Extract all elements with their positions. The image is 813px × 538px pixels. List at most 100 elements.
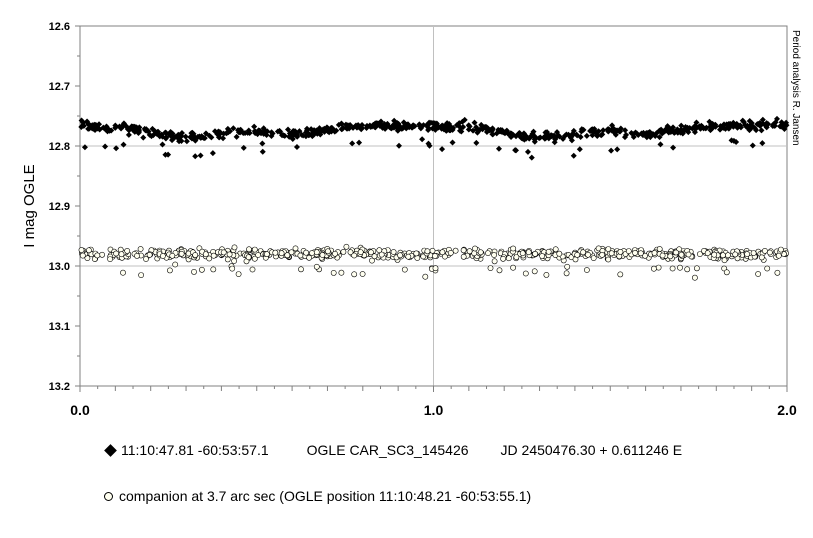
main-point [759, 116, 766, 123]
companion-point [278, 250, 285, 257]
companion-point [539, 253, 545, 259]
companion-point [347, 249, 354, 256]
main-point [183, 138, 190, 145]
companion-point [466, 248, 473, 255]
main-point [643, 130, 650, 137]
legend-entry-companion: companion at 3.7 arc sec (OGLE position … [104, 487, 531, 504]
main-point [172, 133, 179, 140]
main-point [353, 124, 360, 131]
companion-point [94, 252, 101, 259]
main-point [384, 120, 391, 127]
companion-point [669, 265, 676, 272]
companion-point [723, 269, 730, 276]
companion-point [137, 246, 144, 252]
companion-point [574, 251, 581, 258]
main-point [131, 123, 138, 130]
legend-companion: companion at 3.7 arc sec (OGLE position … [119, 488, 532, 505]
main-point [162, 135, 169, 142]
main-point [516, 132, 523, 139]
x-tick-label: 2.0 [777, 402, 797, 418]
main-point [224, 125, 231, 132]
main-point [635, 132, 642, 139]
main-point [260, 125, 267, 132]
companion-point [500, 255, 506, 262]
companion-point [766, 249, 773, 256]
companion-point [245, 254, 252, 261]
companion-point [667, 253, 674, 260]
companion-point [625, 248, 632, 254]
main-point [712, 123, 719, 130]
companion-point [343, 243, 350, 250]
companion-point [477, 249, 484, 256]
main-point [382, 125, 389, 132]
open-circle-marker-icon [104, 491, 113, 501]
companion-point [235, 271, 242, 277]
main-point [416, 123, 423, 130]
companion-point [78, 247, 85, 253]
series-main [78, 115, 790, 161]
main-point [670, 144, 677, 151]
companion-point [678, 251, 685, 258]
companion-point [452, 247, 459, 254]
companion-point [120, 269, 126, 276]
companion-point [585, 251, 591, 258]
companion-point [229, 265, 236, 272]
main-point [106, 127, 113, 134]
companion-point [210, 266, 217, 273]
main-point [439, 146, 446, 153]
companion-point [357, 249, 364, 255]
main-point [512, 147, 519, 154]
main-point [264, 128, 271, 135]
main-point [394, 119, 401, 126]
main-point [206, 132, 213, 139]
main-point [568, 137, 575, 144]
main-point [120, 141, 127, 148]
companion-point [472, 245, 478, 252]
companion-point [545, 248, 552, 255]
main-point [251, 123, 258, 130]
companion-point [673, 249, 679, 256]
main-point [102, 143, 109, 150]
companion-point [424, 248, 431, 255]
main-point [140, 134, 147, 141]
companion-point [390, 249, 397, 255]
companion-point [510, 264, 516, 271]
main-point [717, 126, 724, 133]
main-point [389, 122, 396, 129]
companion-point [513, 254, 520, 260]
main-point [146, 131, 153, 138]
companion-point [206, 255, 213, 262]
companion-point [487, 265, 494, 271]
companion-point [246, 246, 252, 253]
companion-point [134, 252, 140, 259]
main-point [693, 119, 700, 126]
companion-point [439, 249, 446, 256]
main-point [630, 133, 637, 140]
companion-point [655, 264, 662, 271]
main-point [198, 133, 205, 140]
companion-point [637, 250, 644, 257]
companion-point [79, 252, 86, 259]
companion-point [332, 250, 338, 257]
main-point [578, 128, 585, 135]
main-point [746, 127, 753, 134]
companion-point [704, 250, 711, 256]
main-point [125, 131, 132, 138]
companion-point [202, 251, 209, 258]
main-point [162, 151, 169, 158]
main-point [189, 134, 196, 141]
main-point [410, 123, 417, 130]
companion-point [651, 250, 658, 256]
main-point [471, 119, 478, 126]
companion-point [460, 253, 467, 260]
companion-point [563, 270, 570, 277]
y-tick-label: 13.0 [49, 261, 70, 273]
companion-point [617, 248, 624, 255]
main-point [473, 139, 480, 146]
main-point [143, 127, 150, 134]
companion-point [143, 256, 149, 262]
legend-main-star: 11:10:47.81 -60:53:57.1 [121, 442, 269, 459]
y-tick-label: 12.7 [49, 81, 70, 93]
companion-point [556, 250, 563, 257]
main-point [531, 138, 538, 145]
